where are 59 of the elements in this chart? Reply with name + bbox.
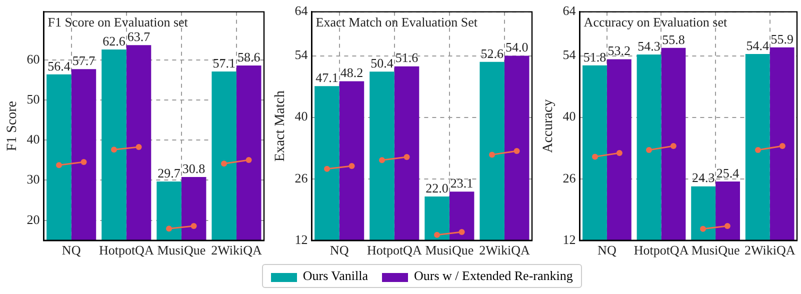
y-axis-title: Accuracy (541, 99, 556, 153)
x-tick-label: HotpotQA (366, 242, 422, 258)
data-label: 23.1 (450, 176, 474, 191)
data-label: 51.8 (583, 49, 606, 64)
x-tick-label: 2WikiQA (479, 242, 530, 258)
y-tick-label: 26 (294, 170, 308, 186)
y-tick-label: 40 (26, 132, 40, 147)
data-label: 30.8 (182, 160, 206, 176)
y-tick-label: 64 (562, 3, 576, 18)
y-tick-label: 40 (562, 108, 576, 124)
data-label: 24.3 (692, 170, 715, 186)
chart-title: F1 Score on Evaluation set (48, 14, 188, 30)
y-tick-label: 54 (294, 47, 308, 62)
y-tick-label: 26 (562, 170, 576, 186)
data-label: 56.4 (48, 58, 71, 74)
data-label: 52.6 (480, 46, 504, 61)
y-tick-label: 12 (294, 232, 308, 247)
y-tick-label: 30 (26, 172, 40, 187)
x-tick-label: NQ (62, 242, 82, 258)
y-tick-label: 20 (26, 212, 40, 227)
x-tick-label: MusiQue (157, 242, 206, 258)
x-tick-label: HotpotQA (98, 242, 154, 258)
data-label: 25.4 (716, 165, 740, 180)
chart-title: Exact Match on Evaluation Set (316, 14, 478, 30)
data-label: 57.1 (212, 55, 236, 70)
x-tick-label: HotpotQA (634, 242, 690, 258)
data-label: 53.2 (608, 43, 631, 58)
data-label: 50.4 (370, 56, 394, 71)
x-tick-label: 2WikiQA (211, 242, 262, 258)
data-label: 54.0 (505, 40, 528, 55)
x-tick-label: NQ (598, 242, 617, 258)
y-axis-title: F1 Score (5, 101, 20, 152)
data-label: 22.0 (426, 180, 448, 196)
chart-title: Accuracy on Evaluation set (584, 14, 728, 30)
data-label: 57.7 (72, 53, 96, 68)
data-label: 48.2 (340, 65, 364, 80)
x-tick-label: MusiQue (691, 242, 740, 258)
legend-label: Ours Vanilla (302, 268, 368, 284)
data-label: 54.4 (746, 38, 770, 53)
y-axis-title: Exact Match (273, 90, 288, 162)
y-tick-label: 60 (26, 51, 40, 66)
data-label: 47.1 (316, 70, 338, 86)
data-label: 51.6 (395, 50, 419, 66)
data-label: 29.7 (158, 165, 181, 180)
legend-label: Ours w / Extended Re-ranking (413, 268, 573, 284)
data-label: 55.8 (662, 32, 685, 47)
data-label: 54.3 (638, 38, 660, 54)
x-tick-label: 2WikiQA (744, 242, 796, 258)
x-tick-label: MusiQue (425, 242, 474, 258)
y-tick-label: 64 (294, 3, 308, 18)
data-label: 55.9 (770, 31, 794, 46)
y-tick-label: 50 (26, 91, 40, 106)
y-tick-label: 54 (562, 47, 576, 62)
data-label: 58.6 (237, 49, 261, 64)
data-label: 62.6 (102, 33, 126, 48)
y-tick-label: 12 (562, 232, 576, 247)
x-tick-label: NQ (330, 242, 350, 258)
y-tick-label: 40 (294, 108, 308, 124)
data-label: 63.7 (127, 29, 151, 44)
